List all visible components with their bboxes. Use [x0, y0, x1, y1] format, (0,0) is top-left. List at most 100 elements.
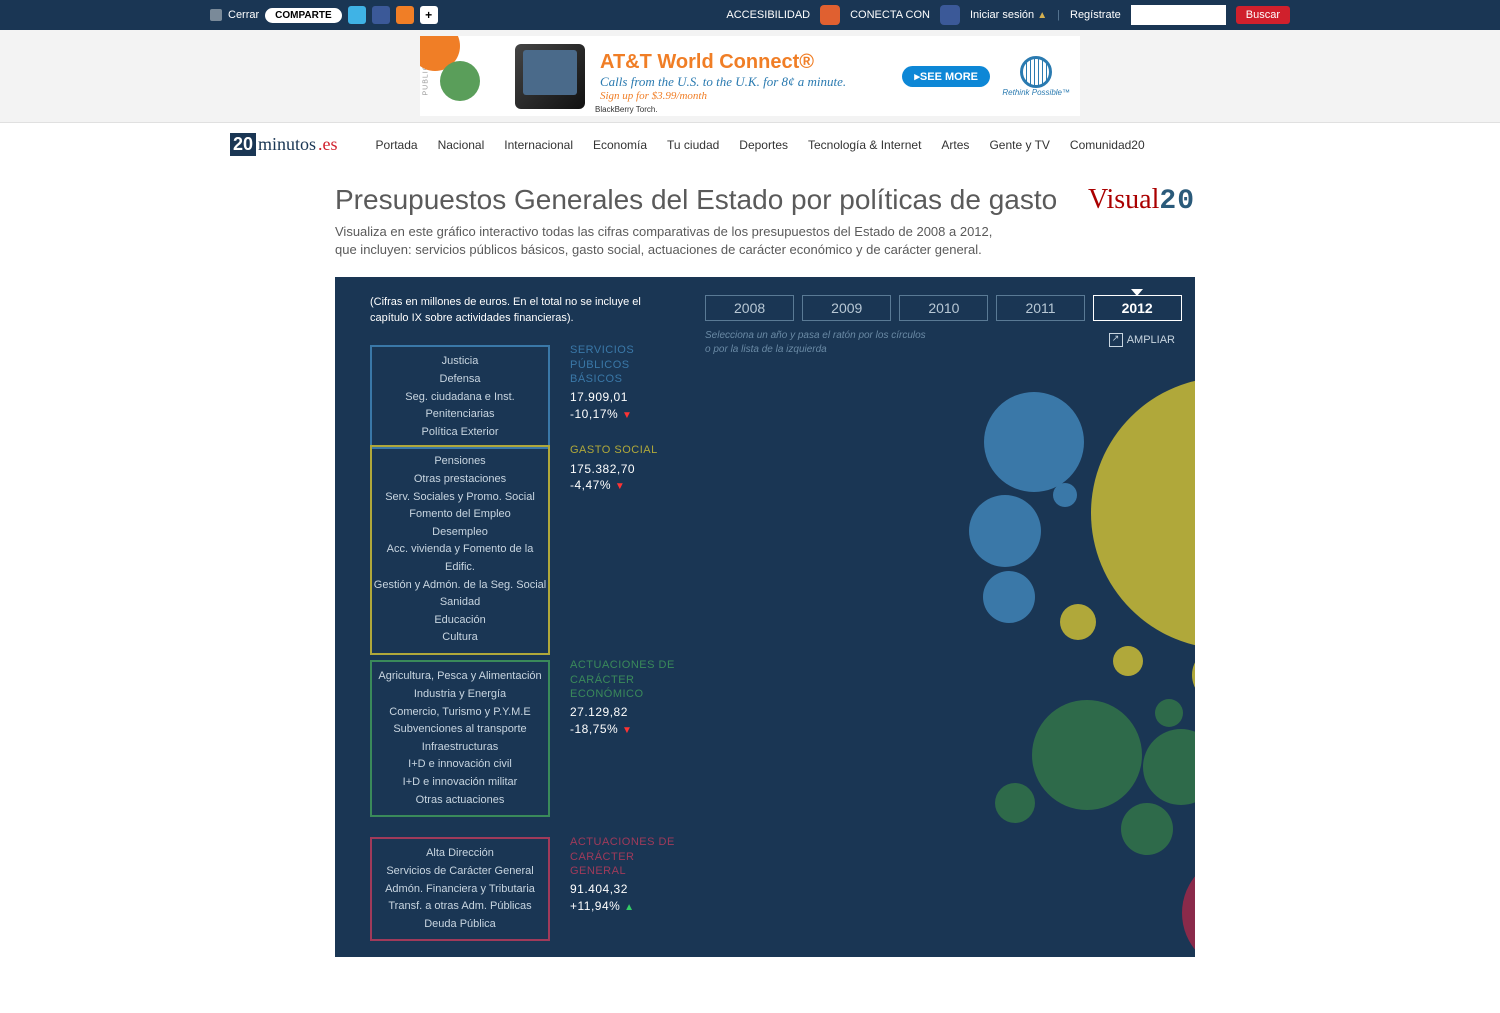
- register-link[interactable]: Regístrate: [1070, 9, 1121, 21]
- category-item[interactable]: Agricultura, Pesca y Alimentación: [372, 668, 548, 686]
- bubble[interactable]: [1155, 699, 1183, 727]
- logo-minutos: minutos: [258, 134, 316, 155]
- triangle-up-icon: ▲: [624, 902, 634, 913]
- category-summary: ACTUACIONES DE CARÁCTER ECONÓMICO27.129,…: [570, 658, 680, 737]
- category-value: 175.382,70: [570, 462, 680, 478]
- category-item[interactable]: Cultura: [372, 629, 548, 647]
- category-item[interactable]: Deuda Pública: [372, 916, 548, 934]
- topbar: Cerrar COMPARTE + ACCESIBILIDAD CONECTA …: [0, 0, 1500, 30]
- bubble[interactable]: [1192, 647, 1195, 703]
- bubble[interactable]: [995, 783, 1035, 823]
- bubble[interactable]: [969, 495, 1041, 567]
- category-item[interactable]: Justicia: [372, 353, 548, 371]
- twitter-icon[interactable]: [348, 6, 366, 24]
- ad-seemore-button[interactable]: ▸SEE MORE: [902, 66, 990, 87]
- bubble[interactable]: [1143, 729, 1195, 805]
- category-item[interactable]: Sanidad: [372, 594, 548, 612]
- nav-link[interactable]: Portada: [376, 138, 418, 152]
- category-item[interactable]: Serv. Sociales y Promo. Social: [372, 489, 548, 507]
- category-item[interactable]: Transf. a otras Adm. Públicas: [372, 898, 548, 916]
- year-tab-2010[interactable]: 2010: [899, 295, 988, 321]
- category-item[interactable]: Infraestructuras: [372, 739, 548, 757]
- share-pill[interactable]: COMPARTE: [265, 8, 341, 23]
- bubble[interactable]: [1182, 855, 1195, 957]
- category-item[interactable]: Educación: [372, 612, 548, 630]
- category-percent: -10,17% ▼: [570, 407, 680, 423]
- category-item[interactable]: Subvenciones al transporte: [372, 721, 548, 739]
- category-items-box: Agricultura, Pesca y AlimentaciónIndustr…: [370, 660, 550, 817]
- category-value: 27.129,82: [570, 705, 680, 721]
- category-percent: -18,75% ▼: [570, 722, 680, 738]
- bubble[interactable]: [983, 571, 1035, 623]
- accessibility-icon[interactable]: [820, 5, 840, 25]
- bubble[interactable]: [1121, 803, 1173, 855]
- bubble[interactable]: [1053, 483, 1077, 507]
- nav-link[interactable]: Gente y TV: [989, 138, 1049, 152]
- category-item[interactable]: Defensa: [372, 371, 548, 389]
- page-title: Presupuestos Generales del Estado por po…: [335, 184, 1088, 216]
- ad-banner[interactable]: PUBLICIDAD AT&T World Connect® Calls fro…: [420, 36, 1080, 116]
- bubble[interactable]: [1113, 646, 1143, 676]
- connect-facebook-icon[interactable]: [940, 5, 960, 25]
- category-item[interactable]: Gestión y Admón. de la Seg. Social: [372, 577, 548, 595]
- year-tabs: 2008 2009 2010 2011 2012: [705, 295, 1182, 321]
- category-title: ACTUACIONES DE CARÁCTER GENERAL: [570, 835, 680, 878]
- nav-link[interactable]: Tu ciudad: [667, 138, 719, 152]
- year-tab-2012[interactable]: 2012: [1093, 295, 1182, 321]
- nav-link[interactable]: Comunidad20: [1070, 138, 1145, 152]
- category-item[interactable]: Pensiones: [372, 453, 548, 471]
- category-value: 17.909,01: [570, 390, 680, 406]
- expand-button[interactable]: AMPLIAR: [1109, 333, 1175, 347]
- year-tab-2009[interactable]: 2009: [802, 295, 891, 321]
- category-item[interactable]: Alta Dirección: [372, 845, 548, 863]
- year-tab-2011[interactable]: 2011: [996, 295, 1084, 321]
- ad-device-label: BlackBerry Torch.: [595, 105, 658, 114]
- accessibility-label[interactable]: ACCESIBILIDAD: [726, 9, 810, 21]
- category-item[interactable]: Otras actuaciones: [372, 792, 548, 810]
- year-tab-2008[interactable]: 2008: [705, 295, 794, 321]
- att-globe-icon: [1020, 56, 1052, 88]
- close-label[interactable]: Cerrar: [228, 9, 259, 21]
- category-item[interactable]: Industria y Energía: [372, 686, 548, 704]
- category-summary: SERVICIOS PÚBLICOS BÁSICOS17.909,01-10,1…: [570, 343, 680, 422]
- bubble[interactable]: [1060, 604, 1096, 640]
- page-subtitle: Visualiza en este gráfico interactivo to…: [335, 223, 1015, 259]
- category-items-box: PensionesOtras prestacionesServ. Sociale…: [370, 445, 550, 655]
- facebook-icon[interactable]: [372, 6, 390, 24]
- search-input[interactable]: [1131, 5, 1226, 25]
- category-item[interactable]: Acc. vivienda y Fomento de la Edific.: [372, 541, 548, 576]
- viz-note: (Cifras en millones de euros. En el tota…: [370, 295, 645, 326]
- bubble[interactable]: [1091, 377, 1195, 649]
- close-icon[interactable]: [210, 9, 222, 21]
- search-button[interactable]: Buscar: [1236, 6, 1290, 24]
- category-item[interactable]: Fomento del Empleo: [372, 506, 548, 524]
- nav-link[interactable]: Artes: [941, 138, 969, 152]
- nav-link[interactable]: Tecnología & Internet: [808, 138, 921, 152]
- phone-icon: [515, 44, 585, 109]
- site-logo[interactable]: 20minutos.es: [230, 133, 338, 156]
- category-item[interactable]: Seg. ciudadana e Inst. Penitenciarias: [372, 389, 548, 424]
- category-item[interactable]: Desempleo: [372, 524, 548, 542]
- category-item[interactable]: Servicios de Carácter General: [372, 863, 548, 881]
- nav-link[interactable]: Deportes: [739, 138, 788, 152]
- visual-logo: Visual20: [1088, 184, 1195, 217]
- nav-link[interactable]: Economía: [593, 138, 647, 152]
- category-item[interactable]: I+D e innovación militar: [372, 774, 548, 792]
- expand-icon: [1109, 333, 1123, 347]
- category-item[interactable]: Comercio, Turismo y P.Y.M.E: [372, 704, 548, 722]
- nav-link[interactable]: Nacional: [438, 138, 485, 152]
- connect-label: CONECTA CON: [850, 9, 930, 21]
- category-item[interactable]: Admón. Financiera y Tributaria: [372, 881, 548, 899]
- category-percent: +11,94% ▲: [570, 899, 680, 915]
- more-share-button[interactable]: +: [420, 6, 438, 24]
- bubble[interactable]: [1032, 700, 1142, 810]
- category-item[interactable]: Política Exterior: [372, 424, 548, 442]
- category-item[interactable]: I+D e innovación civil: [372, 756, 548, 774]
- login-link[interactable]: Iniciar sesión ▲: [970, 9, 1047, 21]
- category-summary: GASTO SOCIAL175.382,70-4,47% ▼: [570, 443, 680, 493]
- category-item[interactable]: Otras prestaciones: [372, 471, 548, 489]
- nav-link[interactable]: Internacional: [504, 138, 573, 152]
- share-orange-icon[interactable]: [396, 6, 414, 24]
- bubble[interactable]: [984, 392, 1084, 492]
- visualization-panel: (Cifras en millones de euros. En el tota…: [335, 277, 1195, 957]
